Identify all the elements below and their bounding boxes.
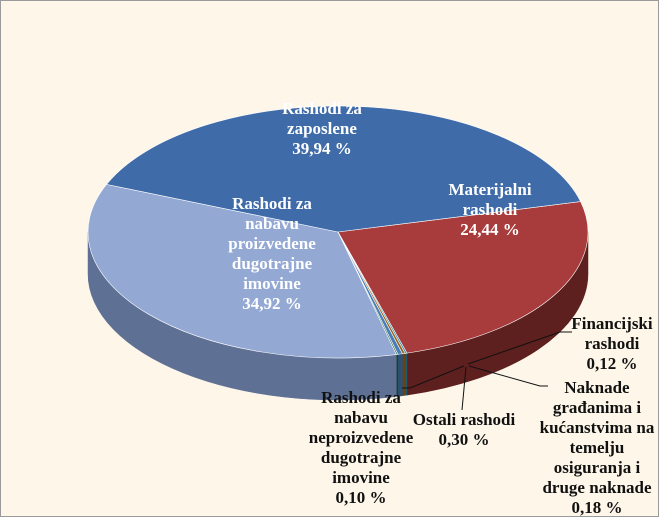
category-label: Rashodi za nabavu proizvedene dugotrajne… [228, 194, 316, 293]
value-label: 24,44 % [460, 220, 520, 239]
pie [87, 105, 589, 401]
pie-slice [87, 184, 397, 359]
category-label: Ostali rashodi [412, 410, 516, 429]
category-label: Naknade građanima i kućanstvima na temel… [539, 378, 655, 497]
slice-label: Financijski rashodi 0,12 % [562, 314, 659, 374]
pie-slice [337, 201, 589, 354]
category-label: Rashodi za nabavu neproizvedene dugotraj… [308, 388, 414, 487]
value-label: 0,12 % [586, 354, 638, 373]
leader-line [468, 365, 548, 387]
category-label: Materijalni rashodi [448, 180, 532, 219]
value-label: 0,30 % [438, 430, 490, 449]
value-label: 34,92 % [242, 294, 302, 313]
slice-label: Ostali rashodi 0,30 % [408, 410, 520, 450]
value-label: 39,94 % [292, 139, 352, 158]
pie-tops [87, 105, 589, 359]
pie-slice [106, 105, 582, 233]
slice-label: Materijalni rashodi 24,44 % [425, 180, 555, 240]
slice-label: Rashodi za nabavu proizvedene dugotrajne… [202, 194, 342, 314]
leader-line [467, 331, 572, 365]
category-label: Rashodi za zaposlene [282, 99, 362, 138]
slice-label: Naknade građanima i kućanstvima na temel… [534, 378, 659, 518]
slice-label: Rashodi za zaposlene 39,94 % [242, 99, 402, 159]
value-label: 0,18 % [571, 498, 623, 517]
value-label: 0,10 % [335, 488, 387, 507]
leader-lines [402, 331, 572, 411]
leader-line [402, 365, 465, 389]
slice-label: Rashodi za nabavu neproizvedene dugotraj… [296, 388, 426, 508]
category-label: Financijski rashodi [571, 314, 653, 353]
leader-line [461, 366, 467, 411]
